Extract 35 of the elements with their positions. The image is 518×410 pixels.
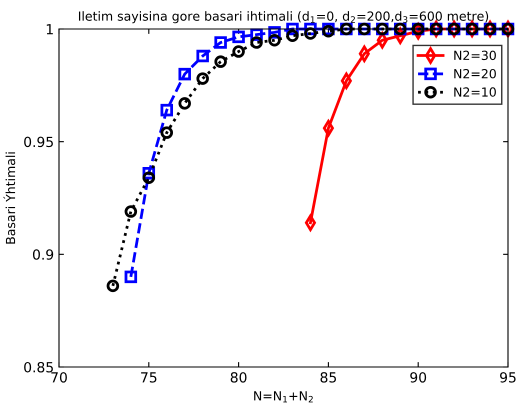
x-tick-label: 95: [500, 372, 516, 383]
legend-label: N2=10: [454, 87, 496, 97]
x-tick-label: 75: [141, 372, 156, 383]
y-tick-label: 0.85: [24, 362, 53, 372]
point: [322, 25, 335, 38]
point: [304, 27, 317, 40]
point: [142, 171, 156, 184]
point: [124, 205, 138, 218]
legend-label: N2=30: [454, 50, 496, 60]
point: [214, 36, 227, 49]
point: [106, 280, 120, 292]
x-tick-label: 85: [320, 372, 336, 383]
x-tick-label: 90: [410, 372, 426, 383]
point: [232, 30, 245, 44]
point: [268, 34, 281, 47]
point: [178, 97, 191, 110]
y-tick-label: 0.9: [32, 249, 54, 260]
point: [160, 104, 174, 116]
point: [214, 55, 227, 68]
y-tick-label: 1: [46, 24, 53, 34]
legend-label: N2=20: [454, 68, 496, 78]
x-axis-title: N=N$_{1}$+N$_{2}$: [254, 391, 313, 402]
point: [286, 30, 299, 42]
y-tick-label: 0.95: [24, 136, 53, 148]
point: [178, 68, 191, 80]
chart-title: Iletim sayisina gore basari ihtimali (d$_{1}$=0, d$_{2}$=200,d$_{3}$=600 metre): [78, 11, 488, 24]
y-axis-title: Basari Ýhtimali: [3, 152, 16, 244]
x-tick-label: 70: [51, 372, 67, 383]
point: [250, 36, 263, 49]
point: [196, 50, 209, 62]
point: [232, 45, 245, 58]
point: [124, 270, 138, 284]
x-tick-label: 80: [230, 372, 247, 383]
point: [196, 72, 209, 85]
point: [160, 126, 174, 139]
